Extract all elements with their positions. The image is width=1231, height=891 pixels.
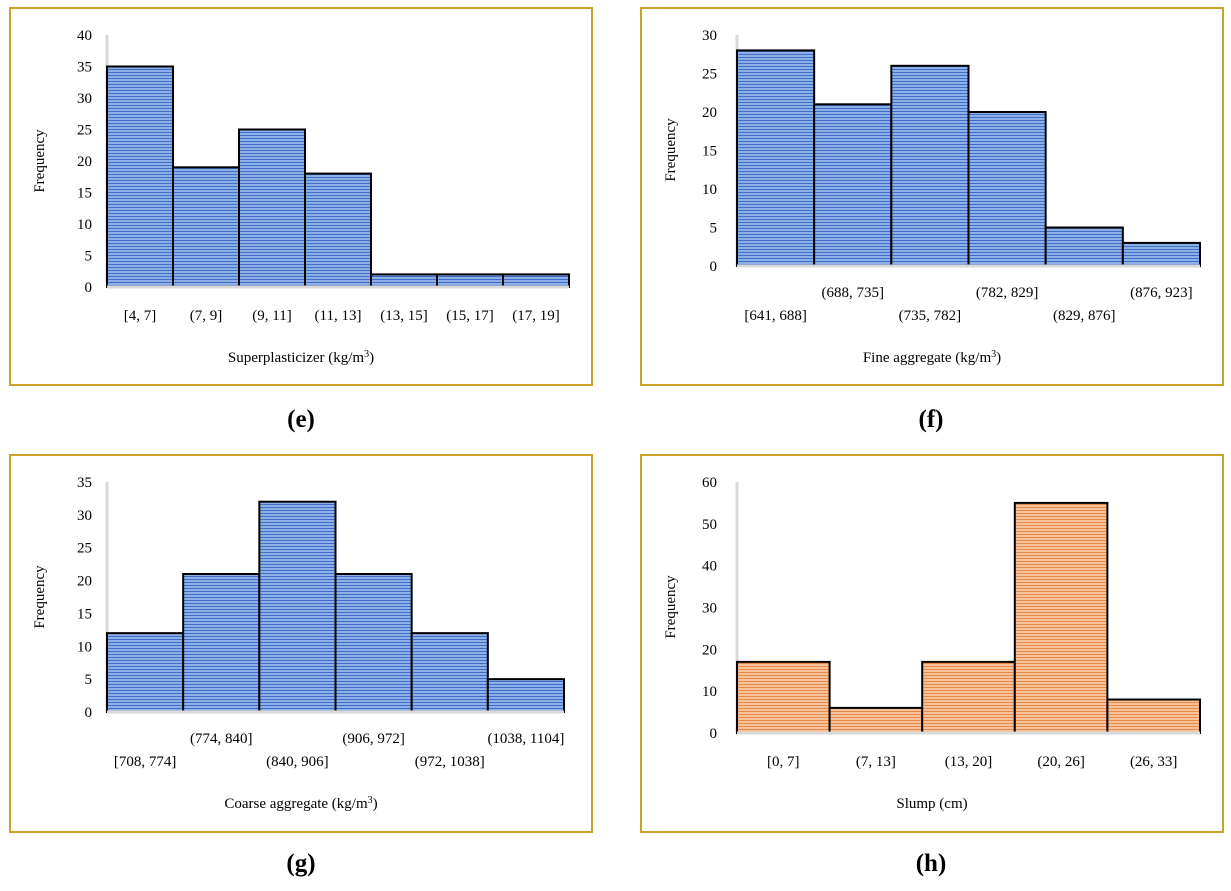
y-tick-label: 0 [85, 280, 93, 296]
bar-h-4 [1106, 698, 1202, 734]
x-axis-title: Slump (cm) [896, 796, 967, 812]
x-axis-title: Coarse aggregate (kg/m3) [224, 795, 377, 813]
x-tick-label: [641, 688] [744, 308, 807, 324]
histogram-g: 0 5 10 15 20 25 30 35 [708, 774] (774, 840] (840, … [9, 454, 593, 833]
y-tick-label: 0 [85, 705, 93, 721]
x-tick-label: (782, 829] [976, 285, 1039, 301]
x-tick-label: (735, 782] [899, 308, 962, 324]
y-tick-label: 25 [77, 123, 92, 139]
y-tick-label: 30 [77, 508, 92, 524]
y-tick-label: 35 [77, 475, 92, 491]
histogram-h: 0 10 20 30 40 50 60 [0, 7] (7, 13] (13, 20] (20, 2… [640, 454, 1224, 833]
y-tick-label: 5 [710, 221, 718, 237]
x-tick-label: (13, 15] [380, 308, 428, 324]
bar-f-2 [890, 64, 970, 267]
y-tick-label: 20 [77, 154, 92, 170]
y-tick-label: 30 [702, 601, 717, 617]
y-tick-label: 25 [77, 541, 92, 557]
x-axis-title: Fine aggregate (kg/m3) [863, 349, 1001, 367]
y-axis-title: Frequency [663, 575, 679, 639]
panel-caption-h: (h) [915, 850, 947, 877]
y-tick-label: 15 [77, 606, 92, 622]
y-tick-label: 40 [77, 28, 92, 44]
x-tick-label: (688, 735] [822, 285, 885, 301]
y-tick-label: 35 [77, 60, 92, 76]
bar-f-1 [813, 103, 893, 267]
x-tick-label: [0, 7] [767, 754, 800, 770]
bar-h-1 [828, 706, 924, 735]
x-tick-label: (13, 20] [945, 754, 993, 770]
bar-h-0 [736, 660, 831, 735]
x-tick-label: (1038, 1104] [487, 731, 564, 747]
bar-f-3 [967, 111, 1047, 267]
y-tick-label: 60 [702, 475, 717, 491]
bar-g-2 [258, 500, 337, 714]
y-tick-label: 20 [77, 574, 92, 590]
y-tick-label: 20 [702, 105, 717, 121]
x-tick-label: (15, 17] [446, 308, 494, 324]
y-tick-label: 10 [77, 639, 92, 655]
histogram-f: 0 5 10 15 20 25 30 [641, 688] (688, 735] (735, 78… [640, 7, 1224, 386]
y-tick-label: 25 [702, 67, 717, 83]
panel-caption-f: (f) [918, 406, 944, 433]
chart-group-e: 0 5 10 15 20 25 30 35 40 [4, 7] (7, 9] (9, 11] (11, … [9, 7, 593, 386]
y-tick-label: 20 [702, 642, 717, 658]
bar-g-5 [486, 678, 566, 714]
histogram-e: 0 5 10 15 20 25 30 35 40 [4, 7] (7, 9] (9, 11] (11, … [9, 7, 593, 386]
y-tick-label: 10 [77, 217, 92, 233]
x-tick-label: (876, 923] [1130, 285, 1193, 301]
x-tick-label: (20, 26] [1037, 754, 1085, 770]
panel-caption-g: (g) [286, 850, 316, 877]
x-axis-title: Superplasticizer (kg/m3) [228, 349, 374, 367]
bar-h-2 [921, 660, 1016, 735]
y-tick-label: 0 [710, 259, 718, 275]
bar-f-4 [1044, 226, 1124, 267]
x-tick-label: (9, 11] [252, 308, 291, 324]
chart-panel-e: 0 5 10 15 20 25 30 35 40 [4, 7] (7, 9] (9, 11] (11, … [0, 0, 610, 400]
chart-group-g: 0 5 10 15 20 25 30 35 [708, 774] (774, 840] (840, … [9, 454, 593, 833]
y-tick-label: 30 [702, 28, 717, 44]
bar-h-3 [1013, 501, 1109, 734]
y-tick-label: 0 [710, 726, 718, 742]
chart-frame [640, 454, 1224, 833]
x-tick-label: [708, 774] [114, 754, 177, 770]
chart-panel-g: 0 5 10 15 20 25 30 35 [708, 774] (774, 840] (840, … [0, 0, 610, 850]
y-axis-title: Frequency [32, 129, 48, 193]
x-tick-label: (7, 13] [856, 754, 896, 770]
chart-group-h: 0 10 20 30 40 50 60 [0, 7] (7, 13] (13, 20] (20, 2… [640, 454, 1224, 833]
x-tick-label: (906, 972] [342, 731, 405, 747]
x-tick-label: (840, 906] [266, 754, 329, 770]
panel-caption-e: (e) [287, 406, 315, 433]
y-tick-label: 10 [702, 684, 717, 700]
x-tick-label: (11, 13] [315, 308, 362, 324]
y-tick-label: 5 [85, 672, 93, 688]
y-tick-label: 10 [702, 182, 717, 198]
x-tick-label: (972, 1038] [415, 754, 485, 770]
chart-panel-h: 0 10 20 30 40 50 60 [0, 7] (7, 13] (13, 20] (20, 2… [640, 454, 1224, 833]
y-axis-title: Frequency [663, 118, 679, 182]
y-tick-label: 40 [702, 559, 717, 575]
x-tick-label: (26, 33] [1130, 754, 1178, 770]
bar-g-3 [334, 573, 413, 713]
x-tick-label: (17, 19] [512, 308, 560, 324]
y-tick-label: 15 [77, 186, 92, 202]
x-tick-label: (774, 840] [190, 731, 253, 747]
y-tick-label: 15 [702, 144, 717, 160]
x-tick-label: [4, 7] [124, 308, 157, 324]
x-tick-label: (829, 876] [1053, 308, 1116, 324]
chart-group-f: 0 5 10 15 20 25 30 [641, 688] (688, 735] (735, 78… [640, 7, 1224, 386]
y-axis-title: Frequency [32, 565, 48, 629]
y-tick-label: 5 [85, 249, 93, 265]
y-tick-label: 50 [702, 517, 717, 533]
bar-f-0 [736, 49, 816, 268]
y-tick-label: 30 [77, 91, 92, 107]
chart-panel-f: 0 5 10 15 20 25 30 [641, 688] (688, 735] (735, 78… [0, 0, 1231, 400]
x-tick-label: (7, 9] [190, 308, 223, 324]
